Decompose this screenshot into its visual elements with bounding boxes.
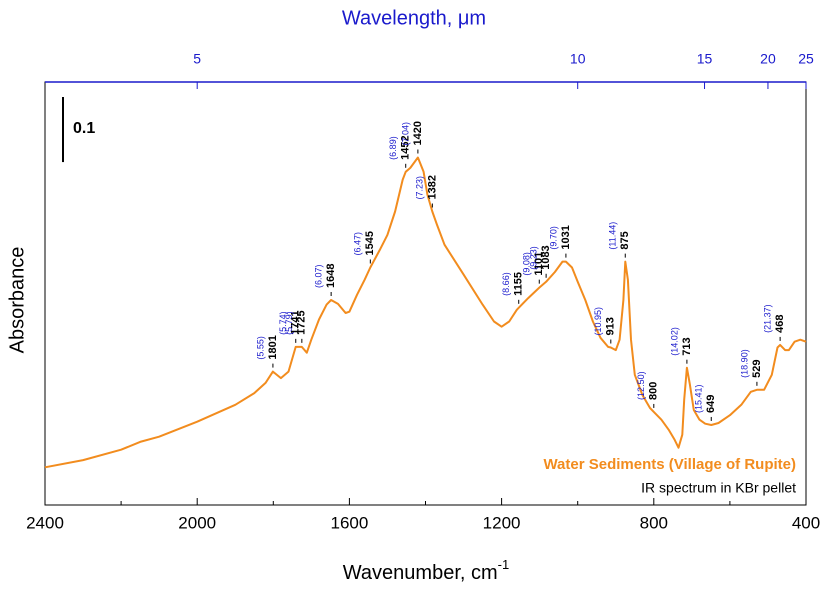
peak-wavelength: (6.47) [353,232,363,256]
peak-wavelength: (9.23) [528,246,538,270]
legend-subtitle: IR spectrum in KBr pellet [641,480,796,496]
peak-wavelength: (5.79) [284,311,294,335]
peak-label: 1155 [513,272,525,296]
peak-wavelength: (14.02) [669,327,679,356]
peak-label: 800 [648,382,660,400]
peak-wavelength: (7.04) [400,122,410,146]
x2-label: Wavelength, μm [342,7,486,29]
peak-wavelength: (5.55) [255,336,265,360]
peak-wavelength: (6.89) [388,136,398,160]
x2-tick-label: 15 [697,51,713,67]
peak-label: 649 [705,395,717,413]
plot-frame [44,81,807,506]
x2-tick-label: 5 [193,51,201,67]
peak-wavelength: (10.95) [593,307,603,336]
x-tick-label: 1600 [330,513,368,532]
y-label: Absorbance [6,247,28,354]
peak-wavelength: (15.41) [694,384,704,413]
x-label: Wavenumber, cm-1 [343,557,509,584]
x-tick-label: 1200 [483,513,521,532]
peak-wavelength: (21.37) [763,304,773,333]
x2-tick-label: 10 [570,51,586,67]
peak-label: 875 [619,231,631,249]
peak-label: 529 [751,359,763,377]
x2-tick-label: 20 [760,51,776,67]
peak-label: 1083 [540,245,552,269]
peak-label: 1545 [364,231,376,255]
peak-label: 468 [774,315,786,333]
peak-label: 1031 [560,225,572,249]
peak-label: 1741 [290,310,302,334]
peak-wavelength: (8.66) [501,272,511,296]
peak-wavelength: (12.50) [636,371,646,400]
x-tick-label: 800 [640,513,668,532]
peak-label: 713 [681,337,693,355]
peak-label: 913 [605,317,617,335]
peak-wavelength: (7.23) [415,176,425,200]
peak-wavelength: (6.07) [314,264,324,288]
peak-wavelength: (5.74) [278,311,288,335]
legend-entry: Water Sediments (Village of Rupite) [543,456,796,473]
x-tick-label: 400 [792,513,820,532]
peak-wavelength: (9.08) [522,252,532,276]
peak-label: 1452 [400,135,412,159]
peak-label: 1801 [267,335,279,359]
peak-label: 1382 [426,175,438,199]
spectrum-line [44,156,807,469]
scale-bar-label: 0.1 [73,120,95,137]
peak-wavelength: (18.90) [739,349,749,378]
peak-wavelength: (11.44) [608,222,618,250]
x2-tick-label: 25 [798,51,814,67]
peak-label: 1725 [296,310,308,334]
peak-label: 1420 [412,121,424,145]
peak-label: 1101 [533,252,545,276]
x-tick-label: 2400 [26,513,64,532]
x-tick-label: 2000 [178,513,216,532]
peak-label: 1648 [325,264,337,288]
peak-wavelength: (9.70) [548,226,558,250]
